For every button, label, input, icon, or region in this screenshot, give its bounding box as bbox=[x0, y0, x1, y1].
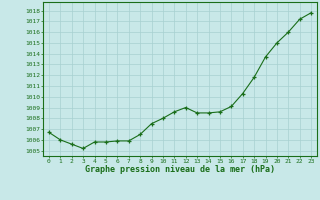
X-axis label: Graphe pression niveau de la mer (hPa): Graphe pression niveau de la mer (hPa) bbox=[85, 165, 275, 174]
